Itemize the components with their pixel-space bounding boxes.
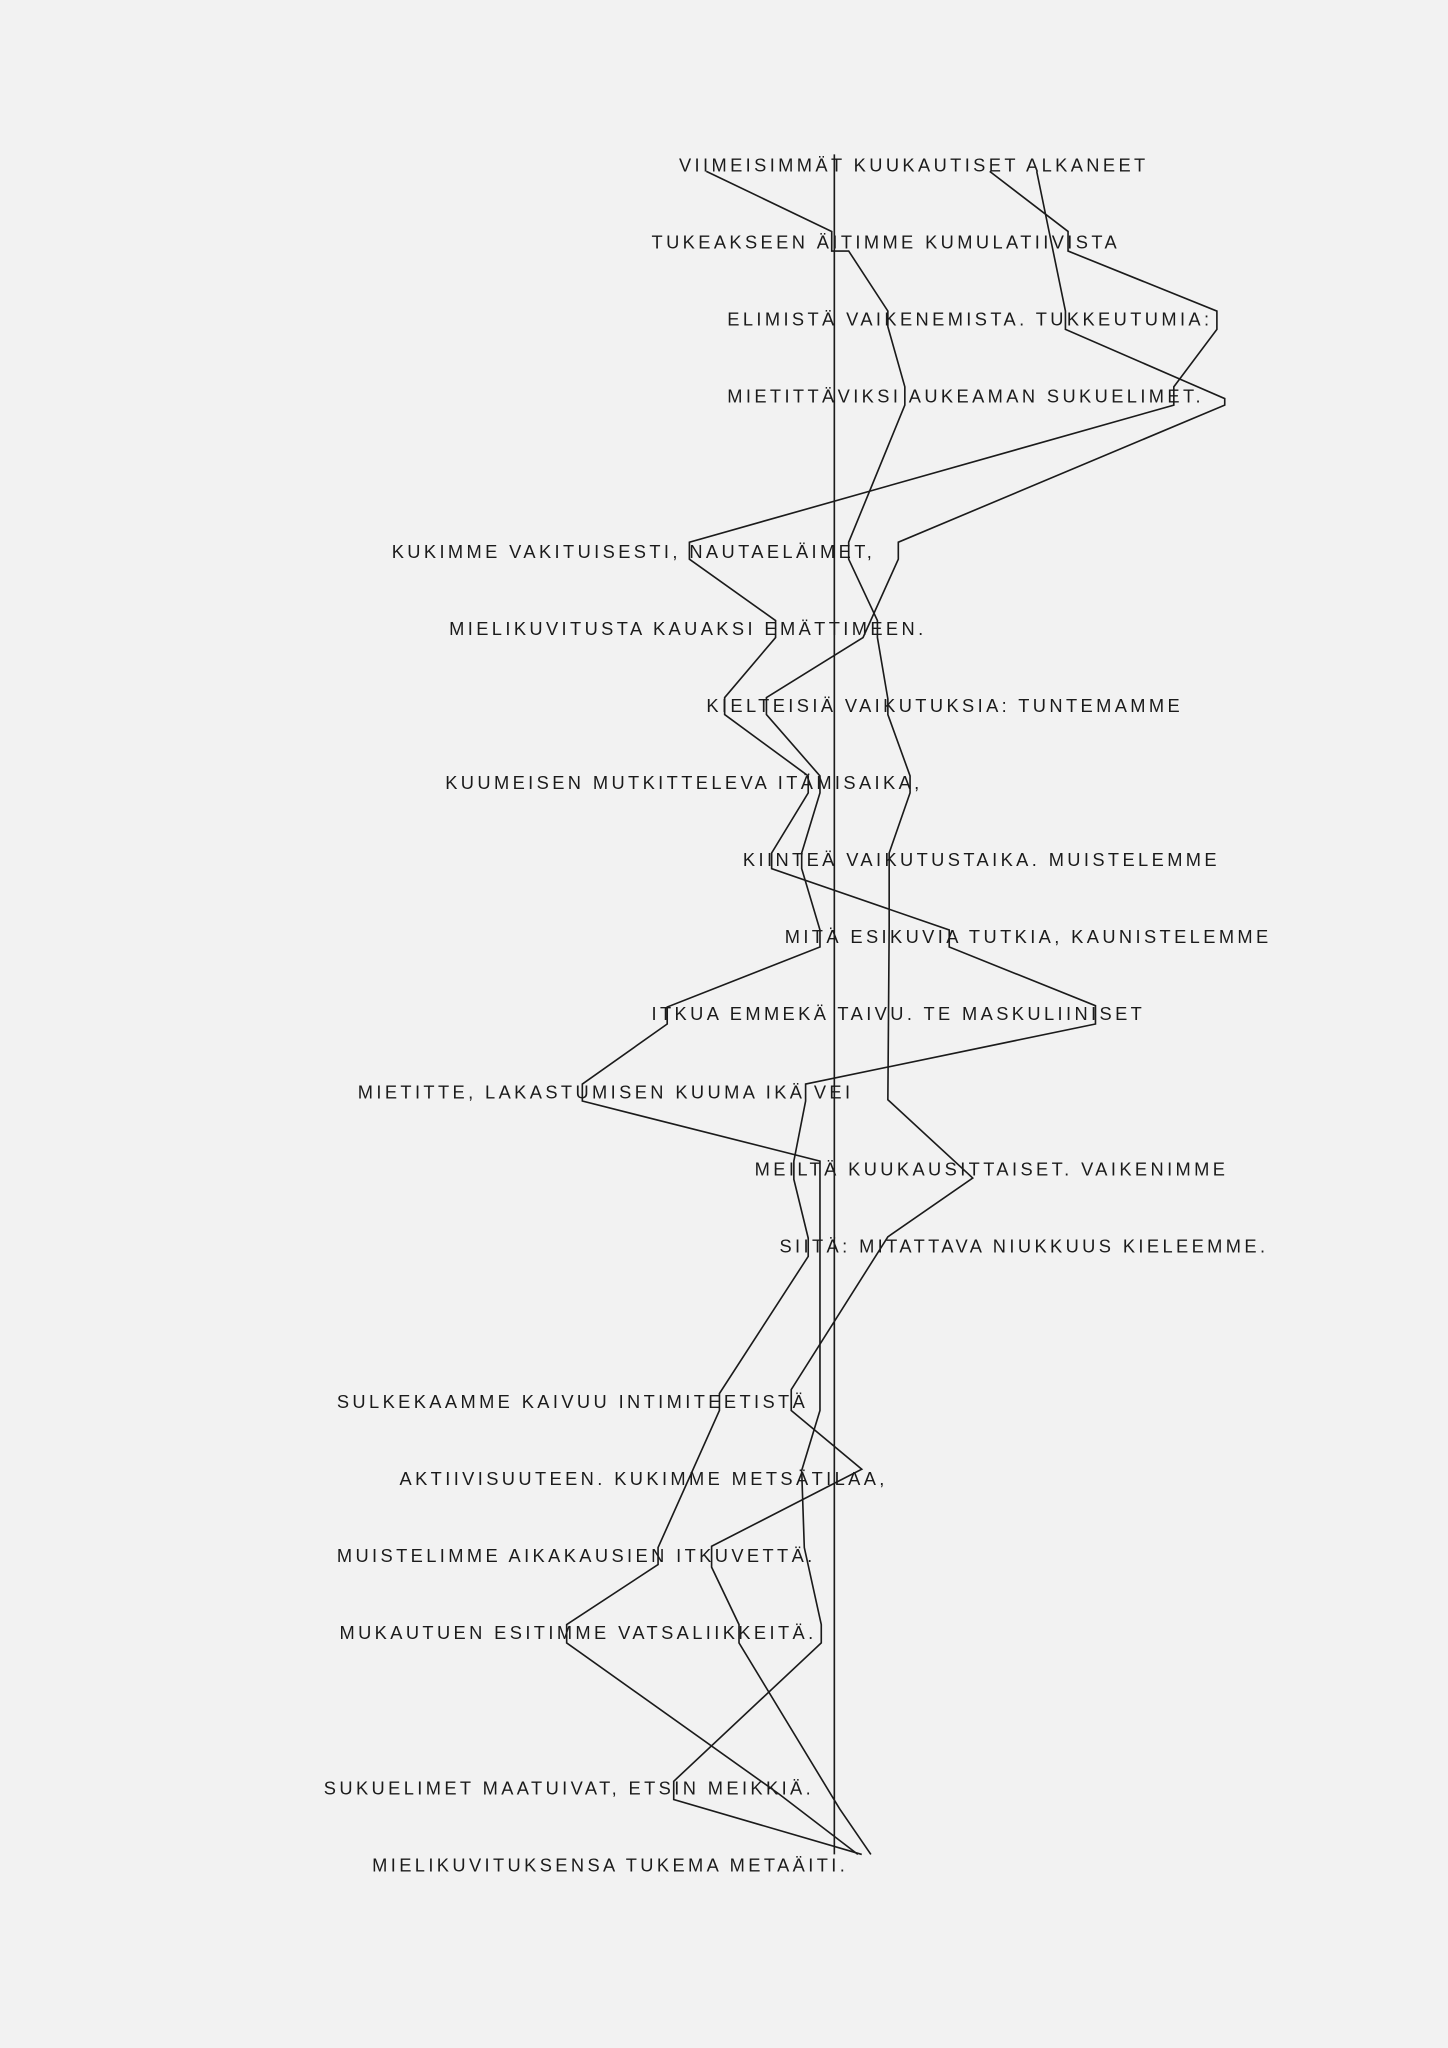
poem-line: MITÄ ESIKUVIA TUTKIA, KAUNISTELEMME [785, 926, 1272, 947]
thread-line [706, 170, 975, 1855]
poem-line: MIETITTÄVIKSI AUKEAMAN SUKUELIMET. [727, 385, 1204, 406]
poem-line: KUUMEISEN MUTKITTELEVA ITÄMISAIKA, [445, 772, 922, 793]
thread-line [581, 171, 1226, 1856]
poem-line: SIITÄ: MITATTAVA NIUKKUUS KIELEEMME. [779, 1235, 1268, 1256]
poem-line: MIELIKUVITUKSENSA TUKEMA METAÄITI. [372, 1854, 848, 1875]
poem-line: MIELIKUVITUSTA KAUAKSI EMÄTTIMEEN. [449, 618, 926, 639]
thread-line [565, 170, 1218, 1856]
poem-line: KIELTEISIÄ VAIKUTUKSIA: TUNTEMAMME [706, 695, 1183, 716]
poem-line: KIINTEÄ VAIKUTUSTAIKA. MUISTELEMME [743, 849, 1220, 870]
poem-line: VIIMEISIMMÄT KUUKAUTISET ALKANEET [679, 154, 1149, 175]
poem-lines: VIIMEISIMMÄT KUUKAUTISET ALKANEET TUKEAK… [324, 154, 1272, 1875]
poem-line: MIETITTE, LAKASTUMISEN KUUMA IKÄ VEI [358, 1081, 854, 1102]
poem-line: ITKUA EMMEKÄ TAIVU. TE MASKULIINISET [652, 1003, 1146, 1024]
poem-line: TUKEAKSEEN ÄITIMME KUMULATIIVISTA [652, 231, 1121, 252]
poem-line: MUKAUTUEN ESITIMME VATSALIIKKEITÄ. [339, 1622, 816, 1643]
poem-line: AKTIIVISUUTEEN. KUKIMME METSÄTILAA, [400, 1468, 888, 1489]
poem-line: SUKUELIMET MAATUIVAT, ETSIN MEIKKIÄ. [324, 1777, 814, 1798]
connecting-threads [565, 154, 1226, 1856]
poem-line: MEILTÄ KUUKAUSITTAISET. VAIKENIMME [755, 1158, 1229, 1179]
poem-line: KUKIMME VAKITUISESTI, NAUTAELÄIMET, [392, 541, 876, 562]
poem-line: ELIMISTÄ VAIKENEMISTA. TUKKEUTUMIA: [727, 308, 1212, 329]
poem-line: SULKEKAAMME KAIVUU INTIMITEETISTÄ [337, 1391, 808, 1412]
poem-line: MUISTELIMME AIKAKAUSIEN ITKUVETTÄ. [337, 1545, 816, 1566]
